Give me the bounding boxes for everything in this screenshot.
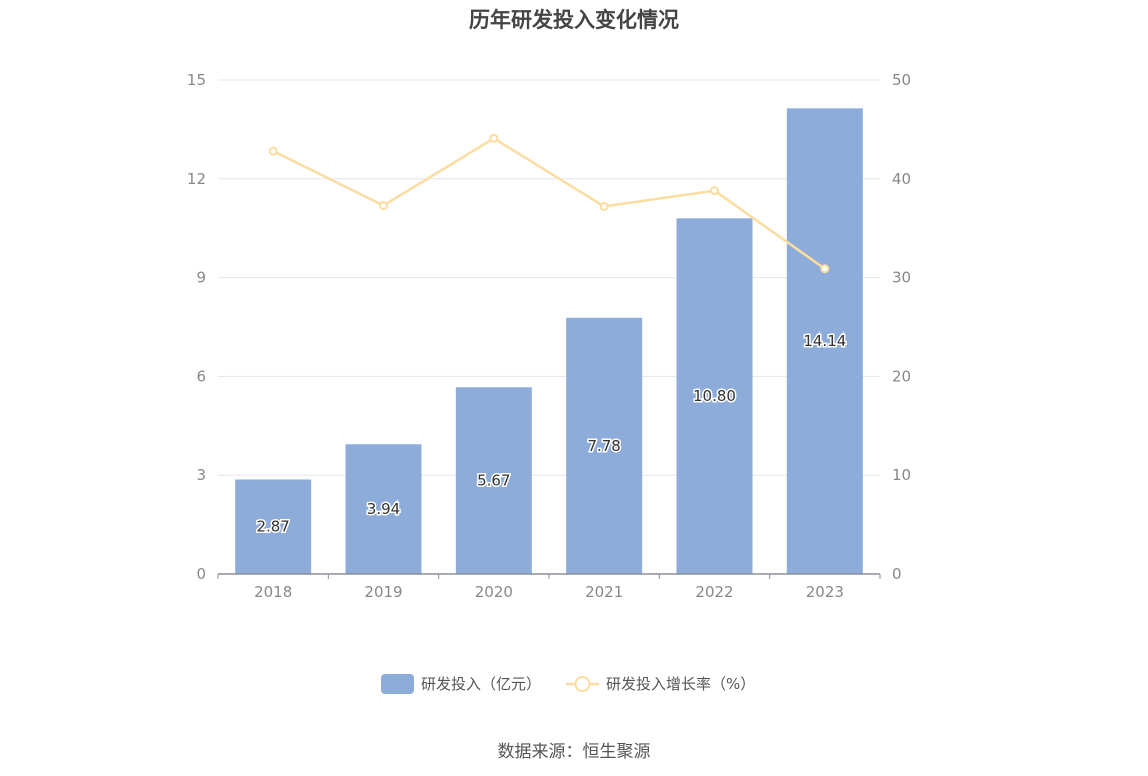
bar-2020 — [455, 387, 532, 574]
y-right-tick-label: 40 — [892, 170, 911, 188]
legend-line-marker — [574, 676, 591, 692]
bar-2023 — [786, 108, 863, 575]
growth-rate-point-2023 — [820, 264, 830, 274]
growth-rate-point-2022 — [710, 186, 719, 196]
growth-rate-point-2018 — [268, 146, 278, 156]
chart-title: 历年研发投入变化情况 — [469, 8, 679, 32]
legend-bar-label: 研发投入（亿元） — [421, 675, 541, 693]
growth-rate-line — [272, 136, 826, 270]
y-right-tick-label: 0 — [892, 565, 902, 583]
bar-series — [235, 108, 863, 575]
bar-value-label: 7.78 — [587, 437, 620, 455]
grid-lines — [218, 79, 880, 476]
legend-bar-swatch — [381, 674, 414, 694]
bar-2018 — [235, 479, 312, 574]
legend-line-label: 研发投入增长率（%） — [606, 675, 755, 693]
growth-rate-point-2021 — [599, 201, 609, 211]
legend[interactable]: 研发投入（亿元） 研发投入增长率（%） — [381, 674, 755, 694]
x-tick-label: 2022 — [695, 583, 733, 601]
bar-2021 — [566, 317, 643, 574]
bar-2022 — [676, 218, 753, 574]
x-tick-label: 2021 — [585, 583, 623, 601]
y-right-tick-label: 30 — [892, 269, 911, 287]
bar-value-label: 3.94 — [367, 500, 400, 518]
axes: 0 3 6 9 12 15 0 10 20 30 40 50 2018 2019 2020 2021 2022 2… — [187, 71, 911, 601]
x-tick-label: 2019 — [364, 583, 402, 601]
y-right-tick-label: 20 — [892, 367, 911, 385]
bar-value-labels: 2.87 3.94 5.67 7.78 10.80 14.14 — [255, 331, 848, 538]
x-tick-label: 2023 — [806, 583, 844, 601]
x-tick-label: 2018 — [254, 583, 292, 601]
bar-value-label: 14.14 — [803, 332, 846, 350]
x-tick-label: 2020 — [475, 583, 513, 601]
bar-2019 — [345, 444, 422, 574]
y-right-tick-label: 50 — [892, 71, 911, 89]
y-left-tick-label: 6 — [196, 367, 206, 385]
y-left-tick-label: 9 — [196, 269, 206, 287]
bar-value-label: 5.67 — [477, 472, 510, 490]
y-left-tick-label: 12 — [187, 170, 206, 188]
bar-value-label: 2.87 — [256, 518, 289, 536]
source-note: 数据来源：恒生聚源 — [497, 742, 651, 762]
y-right-tick-label: 10 — [892, 466, 911, 484]
growth-rate-point-2020 — [489, 133, 499, 143]
bar-value-label: 10.80 — [693, 387, 736, 405]
chart-area: 2.87 3.94 5.67 7.78 10.80 14.14 0 3 6 9 12 15 0 10 20… — [187, 71, 911, 694]
growth-rate-point-2019 — [379, 200, 388, 210]
growth-line-series — [268, 133, 830, 274]
y-left-tick-label: 15 — [187, 71, 206, 89]
y-left-tick-label: 3 — [196, 466, 206, 484]
y-left-tick-label: 0 — [196, 565, 206, 583]
